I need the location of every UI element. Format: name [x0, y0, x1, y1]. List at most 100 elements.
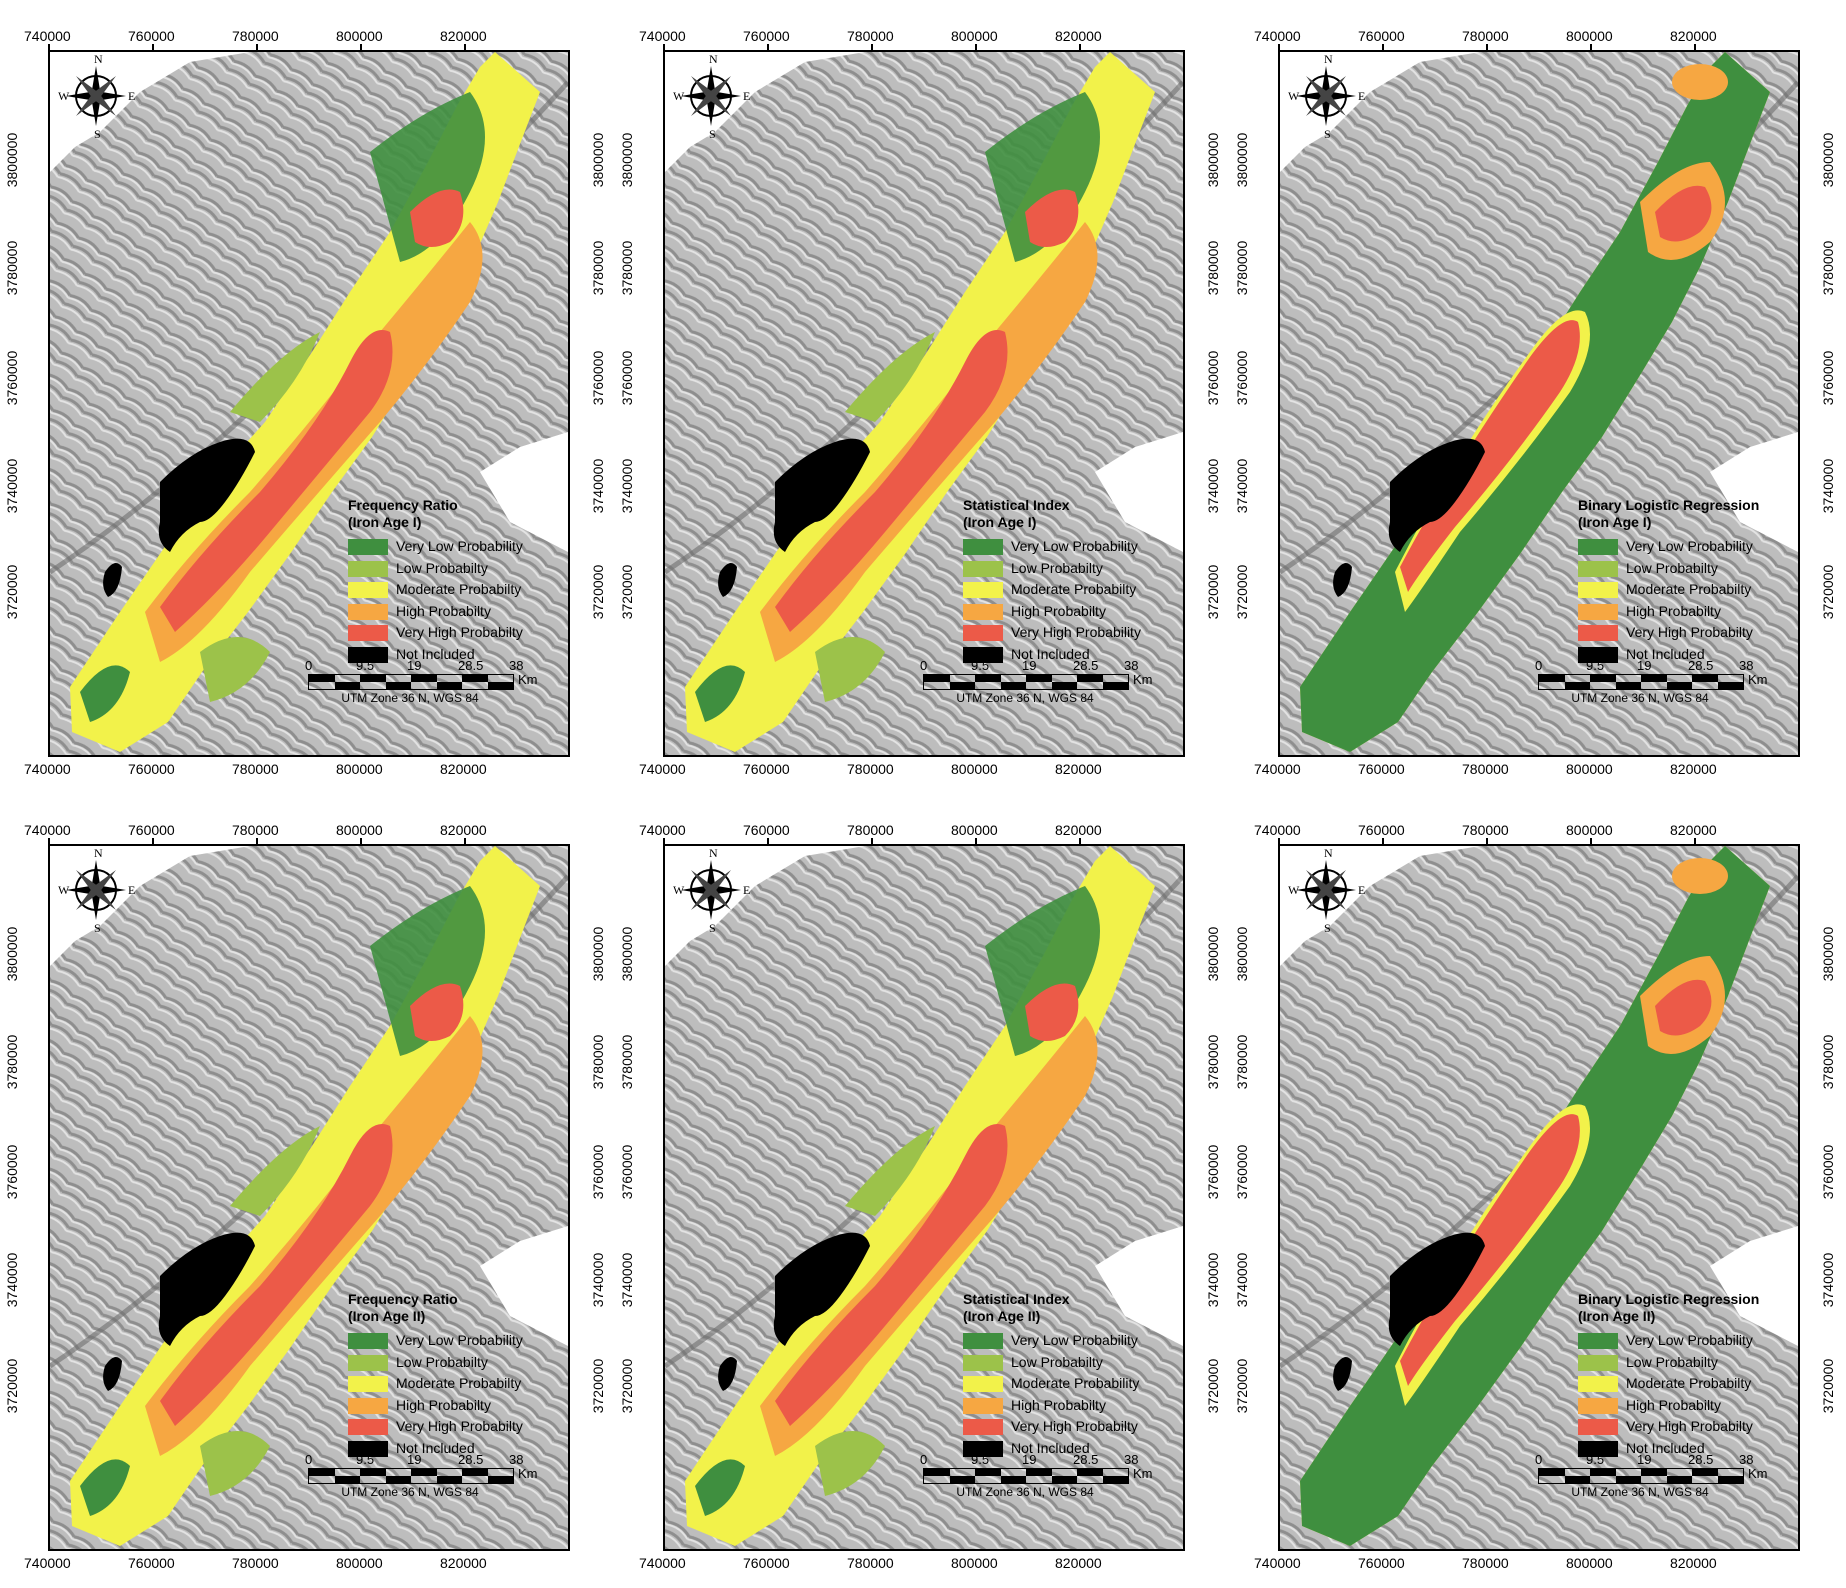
scale-tick-label: 9.5 [356, 658, 375, 673]
compass-label-w: W [58, 89, 70, 103]
legend-swatch [348, 582, 388, 598]
scale-segment [1692, 1469, 1718, 1476]
x-tick-mark [1590, 838, 1592, 845]
scale-segment [924, 1469, 950, 1476]
legend: Statistical Index (Iron Age II) Very Low P… [963, 1291, 1183, 1460]
x-tick-label-bottom: 780000 [847, 1555, 894, 1571]
y-tick-label-right: 3780000 [590, 240, 606, 296]
legend-item: Not Included [348, 1439, 568, 1461]
legend-subtitle: (Iron Age II) [348, 1308, 426, 1324]
hillshade-map [665, 52, 1183, 755]
x-tick-label-bottom: 800000 [951, 761, 998, 777]
scale-segment [1641, 1469, 1667, 1476]
x-tick-label-bottom: 760000 [743, 761, 790, 777]
very-high-zone [160, 1124, 393, 1426]
y-tick-label-left: 3800000 [619, 926, 635, 982]
x-tick-label-top: 800000 [951, 28, 998, 44]
legend-subtitle: (Iron Age I) [348, 514, 422, 530]
legend-item: Very Low Probability [348, 537, 568, 559]
hillshade-map [1280, 846, 1798, 1549]
legend-label: Low Probabilty [1011, 559, 1103, 576]
scale-segment [1102, 682, 1128, 689]
scale-segment [1615, 682, 1641, 689]
scale-segment [487, 1476, 513, 1483]
scale-tick-label: 38 [1124, 1452, 1139, 1467]
scale-segment [360, 675, 386, 682]
scale-bar-graphic [1538, 674, 1744, 690]
y-tick-label-right: 3800000 [1205, 926, 1221, 982]
x-tick-mark [256, 838, 258, 845]
x-tick-label-top: 760000 [128, 822, 175, 838]
legend-swatch [348, 646, 388, 663]
legend-label: Very Low Probability [1626, 1332, 1753, 1348]
legend-label: High Probabilty [1011, 1396, 1106, 1413]
legend-swatch [348, 1354, 388, 1371]
legend-swatch [963, 603, 1003, 620]
y-tick-label-left: 3720000 [619, 564, 635, 620]
legend-label: Low Probabilty [1626, 559, 1718, 576]
y-tick-label-left: 3780000 [4, 1034, 20, 1090]
legend-label: Very Low Probability [1011, 538, 1138, 554]
compass-label-w: W [58, 883, 70, 897]
scale-tick-label: 19 [1637, 658, 1652, 673]
legend-swatch [348, 625, 388, 641]
legend-swatch [963, 560, 1003, 577]
compass-label-n: N [94, 846, 103, 860]
not-included-zone [718, 563, 737, 597]
legend-swatch [348, 560, 388, 577]
x-tick-mark [152, 44, 154, 51]
y-tick-label-left: 3780000 [4, 240, 20, 296]
y-tick-label-right: 3720000 [590, 564, 606, 620]
legend-item: Very High Probabilty [348, 623, 568, 645]
x-tick-label-bottom: 820000 [1055, 761, 1102, 777]
not-included-zone [718, 1357, 737, 1391]
map-frame: N S E W Frequency Ratio (Iron Age II) Very Low… [48, 844, 570, 1551]
legend-label: Very High Probabilty [1626, 624, 1753, 640]
legend-label: High Probabilty [1626, 602, 1721, 619]
legend-label: High Probabilty [396, 1396, 491, 1413]
y-tick-label-right: 3740000 [1205, 1252, 1221, 1308]
x-tick-label-bottom: 800000 [1566, 1555, 1613, 1571]
legend-label: Not Included [396, 645, 475, 662]
x-tick-label-top: 780000 [1462, 28, 1509, 44]
x-tick-label-top: 820000 [1670, 822, 1717, 838]
y-tick-label-left: 3760000 [619, 350, 635, 406]
legend-label: Not Included [396, 1439, 475, 1456]
scale-segment [924, 675, 950, 682]
low-zone [845, 332, 935, 422]
legend-label: Moderate Probabilty [396, 581, 522, 597]
scale-segment [334, 682, 360, 689]
scale-segment [487, 682, 513, 689]
scale-bar: 0 9.5 19 28.5 38 Km UTM Zone 36 N, WGS 84 [1535, 1452, 1788, 1499]
legend-item: Very High Probabilty [1578, 623, 1798, 645]
scale-tick-label: 0 [1535, 1452, 1543, 1467]
legend-swatch [963, 625, 1003, 641]
scale-tick-label: 9.5 [971, 658, 990, 673]
scale-tick-label: 19 [1022, 1452, 1037, 1467]
legend-item: Moderate Probabilty [348, 1374, 568, 1396]
compass-label-s: S [1324, 921, 1331, 932]
scale-segment [1717, 1476, 1743, 1483]
compass-label-s: S [1324, 127, 1331, 138]
x-tick-label-top: 740000 [639, 822, 686, 838]
y-tick-label-right: 3760000 [1820, 1144, 1836, 1200]
y-tick-label-left: 3800000 [4, 132, 20, 188]
x-tick-label-top: 780000 [232, 822, 279, 838]
scale-segment [1051, 1476, 1077, 1483]
scale-tick-label: 38 [509, 1452, 524, 1467]
legend-label: Very Low Probability [396, 538, 523, 554]
x-tick-mark [1694, 44, 1696, 51]
very-high-zone [1655, 185, 1712, 242]
x-tick-mark [48, 44, 50, 51]
hillshade-map [665, 846, 1183, 1549]
scale-tick-label: 0 [920, 658, 928, 673]
crs-label: UTM Zone 36 N, WGS 84 [956, 1485, 1094, 1499]
compass-label-s: S [709, 921, 716, 932]
not-included-zone [1388, 438, 1485, 552]
y-tick-label-right: 3720000 [590, 1358, 606, 1414]
scale-ticks: 0 9.5 19 28.5 38 [1535, 658, 1753, 674]
x-tick-label-bottom: 760000 [743, 1555, 790, 1571]
low-zone [200, 637, 270, 702]
y-tick-label-left: 3740000 [4, 1252, 20, 1308]
y-tick-label-left: 3740000 [619, 1252, 635, 1308]
